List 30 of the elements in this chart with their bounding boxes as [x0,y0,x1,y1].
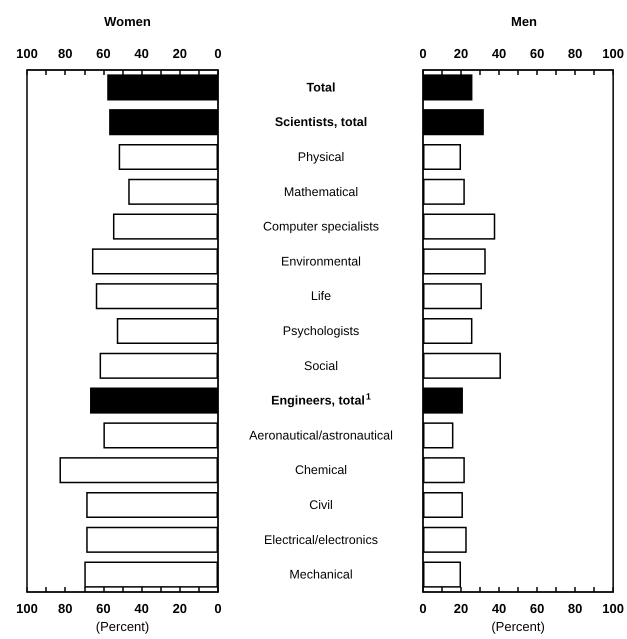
x-tick-label: 80 [568,46,582,61]
y-tick-label: Environmental [281,254,361,268]
x-tick-label: 40 [134,601,149,616]
y-tick-label: Aeronautical/astronautical [249,428,393,442]
x-tick-label: 60 [530,46,544,61]
x-tick-label: 80 [58,601,72,616]
y-tick-label: Mathematical [284,184,358,199]
x-axis-title: (Percent) [96,619,150,634]
y-tick-label: Chemical [294,463,348,478]
y-tick-label: Psychologists [282,324,360,338]
x-tick-label: 0 [419,46,427,61]
y-tick-label: Life [310,289,332,304]
x-axis-title: (Percent) [491,619,545,634]
y-tick-label: Computer specialists [262,220,380,234]
x-tick-label: 40 [492,46,506,61]
x-tick-label: 100 [16,601,38,616]
y-tick-label: Civil [309,498,333,512]
x-tick-label: 20 [454,46,468,61]
y-tick-label: Electrical/electronics [264,532,378,547]
chart-title: Men [511,14,538,29]
y-tick-label: Social [304,358,338,373]
y-tick-label: Physical [298,150,344,164]
y-tick-label: Total [306,80,336,94]
chart-title: Women [104,14,151,29]
x-tick-label: 60 [96,601,111,616]
x-tick-label: 100 [602,46,624,61]
x-tick-label: 0 [214,601,222,616]
x-tick-label: 20 [172,601,188,616]
y-tick-label: Scientists, total [274,115,368,130]
y-tick-label: Mechanical [289,568,353,582]
